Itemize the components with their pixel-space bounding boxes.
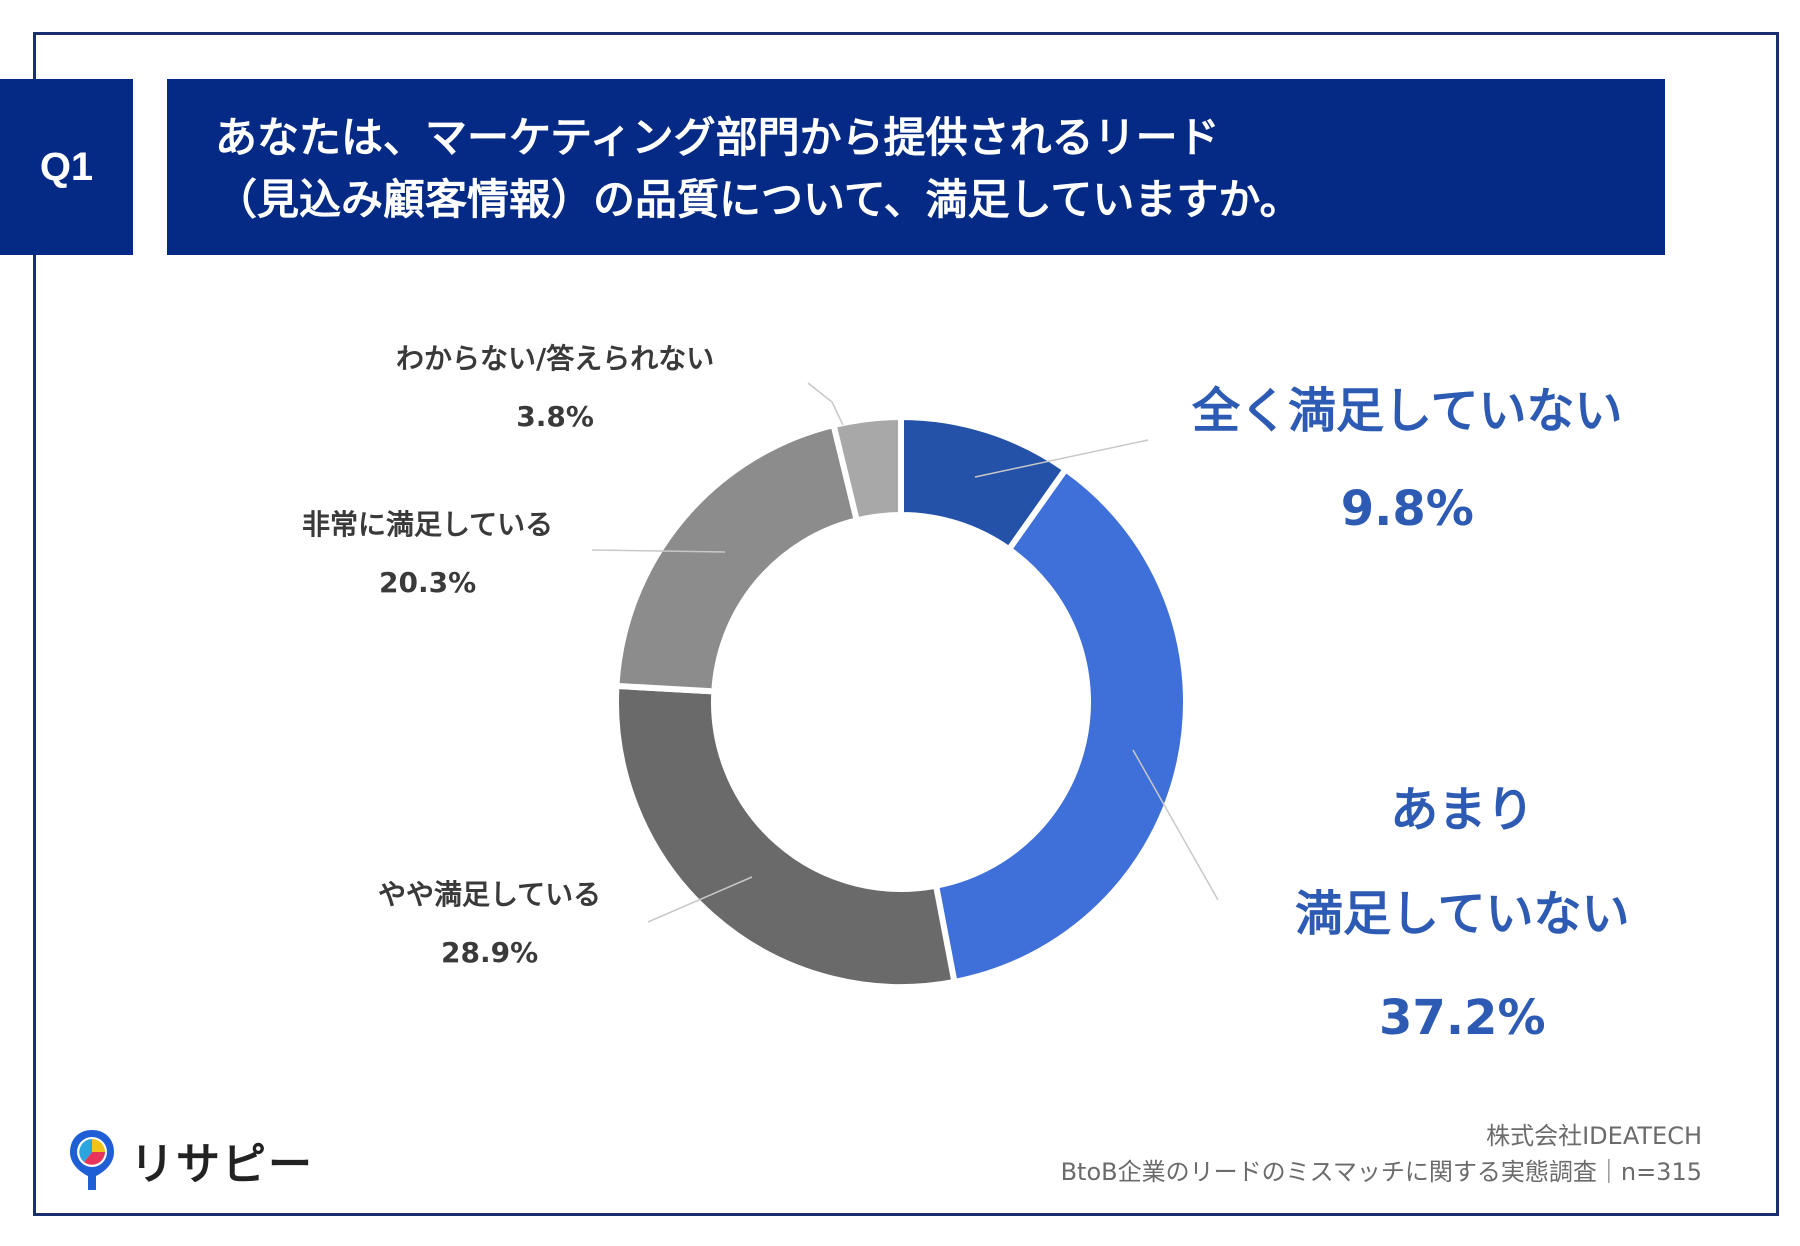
footer-company: 株式会社IDEATECH [1486, 1122, 1702, 1150]
donut-slice-4 [829, 413, 904, 524]
slice-label-text: わからない/答えられない [396, 342, 715, 375]
question-badge: Q1 [0, 79, 133, 255]
slice-value-text: 20.3% [379, 566, 477, 599]
footer-survey: BtoB企業のリードのミスマッチに関する実態調査｜n=315 [1060, 1158, 1702, 1186]
slice-label-not-very: あまり 満足していない 37.2% [1295, 758, 1630, 1070]
slice-label-text-2: 満足していない [1295, 886, 1630, 942]
slice-value-text: 28.9% [441, 936, 539, 969]
logo-text: リサピー [130, 1139, 314, 1190]
slice-label-not-at-all: 全く満足していない 9.8% [1192, 362, 1623, 558]
donut-slice-3 [613, 421, 861, 695]
slice-value-text: 9.8% [1340, 481, 1474, 537]
donut-slice-1 [932, 465, 1189, 986]
leader-lines [591, 382, 1219, 923]
question-title-line2: （見込み顧客情報）の品質について、満足していますか。 [215, 175, 1302, 224]
slice-value-text: 3.8% [516, 400, 594, 433]
slice-label-text: 非常に満足している [302, 508, 554, 541]
slice-label-somewhat-satisfied: やや満足している 28.9% [378, 866, 601, 982]
question-title-line1: あなたは、マーケティング部門から提供されるリード [215, 113, 1220, 162]
leader-line-slice-0 [974, 439, 1149, 478]
leader-line-slice-1 [1132, 749, 1219, 901]
leader-line-slice-3 [591, 549, 726, 553]
slice-label-very-satisfied: 非常に満足している 20.3% [302, 496, 553, 612]
leader-line-slice-4 [807, 382, 844, 426]
donut-slices [613, 413, 1189, 990]
slice-label-unknown: わからない/答えられない 3.8% [396, 330, 714, 446]
question-title: あなたは、マーケティング部門から提供されるリード （見込み顧客情報）の品質につい… [167, 79, 1665, 255]
footer: 株式会社IDEATECH BtoB企業のリードのミスマッチに関する実態調査｜n=… [1061, 1118, 1702, 1190]
donut-slice-2 [613, 682, 958, 990]
risapy-logo: リサピー [64, 1126, 314, 1194]
slice-value-text: 37.2% [1379, 990, 1546, 1046]
slice-label-text: 全く満足していない [1192, 383, 1623, 439]
slice-label-text-1: あまり [1390, 782, 1535, 838]
map-pin-pie-icon [70, 1130, 114, 1190]
leader-line-slice-2 [647, 876, 753, 923]
slice-label-text: やや満足している [378, 878, 602, 911]
